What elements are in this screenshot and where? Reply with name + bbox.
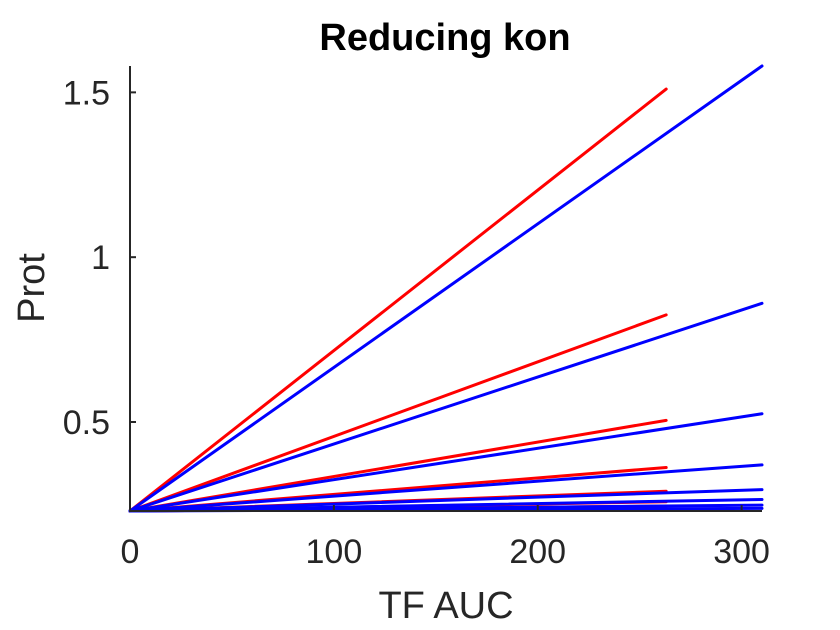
x-tick-label: 200 [509,533,566,571]
x-tick-label: 0 [121,533,140,571]
series-line-8 [128,64,764,513]
y-tick-label: 1.5 [63,74,110,112]
x-tick-label: 100 [306,533,363,571]
y-tick-label: 1 [91,239,110,277]
y-tick-label: 0.5 [63,404,110,442]
y-axis-ticks: 0.5 1 1.5 [63,74,136,442]
x-axis-ticks: 0 100 200 300 [121,505,770,571]
y-axis-label: Prot [11,253,53,323]
series-line-1 [128,87,668,513]
series-line-2 [128,313,668,513]
series-line-10 [128,412,764,513]
x-axis-label: TF AUC [378,585,513,627]
x-tick-label: 300 [713,533,770,571]
series-layer [128,64,764,513]
chart-title: Reducing kon [319,17,570,59]
series-line-12 [128,488,764,513]
series-line-11 [128,463,764,513]
series-line-9 [128,301,764,513]
